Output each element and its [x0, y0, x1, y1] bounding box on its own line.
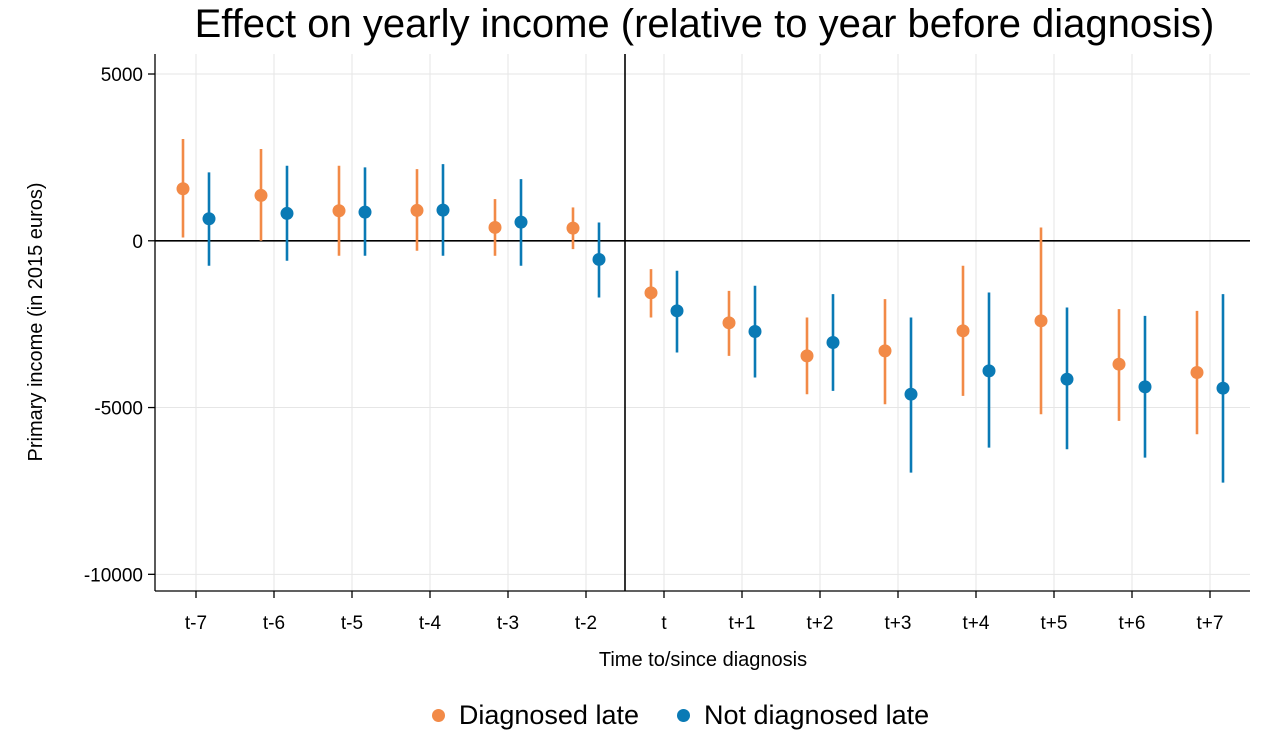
x-tick-label: t+1	[729, 613, 756, 634]
y-axis-title: Primary income (in 2015 euros)	[25, 183, 47, 462]
data-point	[800, 349, 814, 363]
data-point	[1190, 366, 1204, 380]
data-point	[670, 304, 684, 318]
data-point	[410, 203, 424, 217]
data-point	[904, 387, 918, 401]
axes: 5000 0 -5000 -10000 t-7 t-6 t-5 t-4 t-3 t-2 t t+1 t+…	[84, 54, 1250, 634]
data-point	[826, 336, 840, 350]
data-point	[254, 188, 268, 202]
x-tick-label: t+2	[807, 613, 834, 634]
data-point	[280, 206, 294, 220]
data-point	[332, 204, 346, 218]
x-tick-label: t-2	[575, 613, 597, 634]
data-point	[436, 203, 450, 217]
legend-item-diagnosed-late: Diagnosed late	[431, 700, 639, 731]
x-tick-label: t-6	[263, 613, 285, 634]
data-marks	[176, 139, 1230, 483]
x-tick-label: t+5	[1041, 613, 1068, 634]
data-point	[748, 325, 762, 339]
data-point	[176, 182, 190, 196]
y-tick-label: 5000	[101, 65, 143, 86]
legend-item-not-diagnosed-late: Not diagnosed late	[676, 700, 930, 731]
x-axis-title: Time to/since diagnosis	[599, 649, 807, 671]
legend-dot-diagnosed-late	[431, 709, 445, 722]
grid	[155, 54, 1250, 591]
data-point	[514, 215, 528, 229]
x-tick-label: t+3	[885, 613, 912, 634]
x-tick-label: t-4	[419, 613, 442, 634]
data-point	[878, 344, 892, 358]
data-point	[202, 212, 216, 226]
x-tick-label: t-5	[341, 613, 363, 634]
data-point	[1112, 357, 1126, 371]
legend-label-not-diagnosed-late: Not diagnosed late	[703, 700, 930, 730]
data-point	[956, 324, 970, 338]
plot-area: 5000 0 -5000 -10000 t-7 t-6 t-5 t-4 t-3 t-2 t t+1 t+…	[25, 54, 1250, 671]
data-point	[358, 205, 372, 219]
data-point	[1138, 380, 1152, 394]
x-tick-label: t+7	[1197, 613, 1224, 634]
data-point	[566, 221, 580, 235]
data-point	[982, 364, 996, 378]
x-tick-label: t-3	[497, 613, 519, 634]
data-point	[1060, 372, 1074, 386]
chart-title: Effect on yearly income (relative to yea…	[194, 2, 1215, 46]
data-point	[1034, 314, 1048, 328]
data-point	[488, 220, 502, 234]
y-tick-label: -5000	[94, 399, 143, 420]
x-tick-label: t	[661, 613, 667, 634]
x-tick-label: t+6	[1119, 613, 1146, 634]
y-tick-label: 0	[132, 232, 143, 253]
y-tick-label: -10000	[84, 565, 143, 586]
data-point	[722, 316, 736, 330]
legend-label-diagnosed-late: Diagnosed late	[458, 700, 639, 730]
x-tick-label: t-7	[185, 613, 207, 634]
x-tick-label: t+4	[963, 613, 990, 634]
legend-dot-not-diagnosed-late	[676, 709, 690, 722]
data-point	[1216, 381, 1230, 395]
legend: Diagnosed late Not diagnosed late	[50, 700, 1261, 731]
data-point	[592, 252, 606, 266]
data-point	[644, 286, 658, 300]
